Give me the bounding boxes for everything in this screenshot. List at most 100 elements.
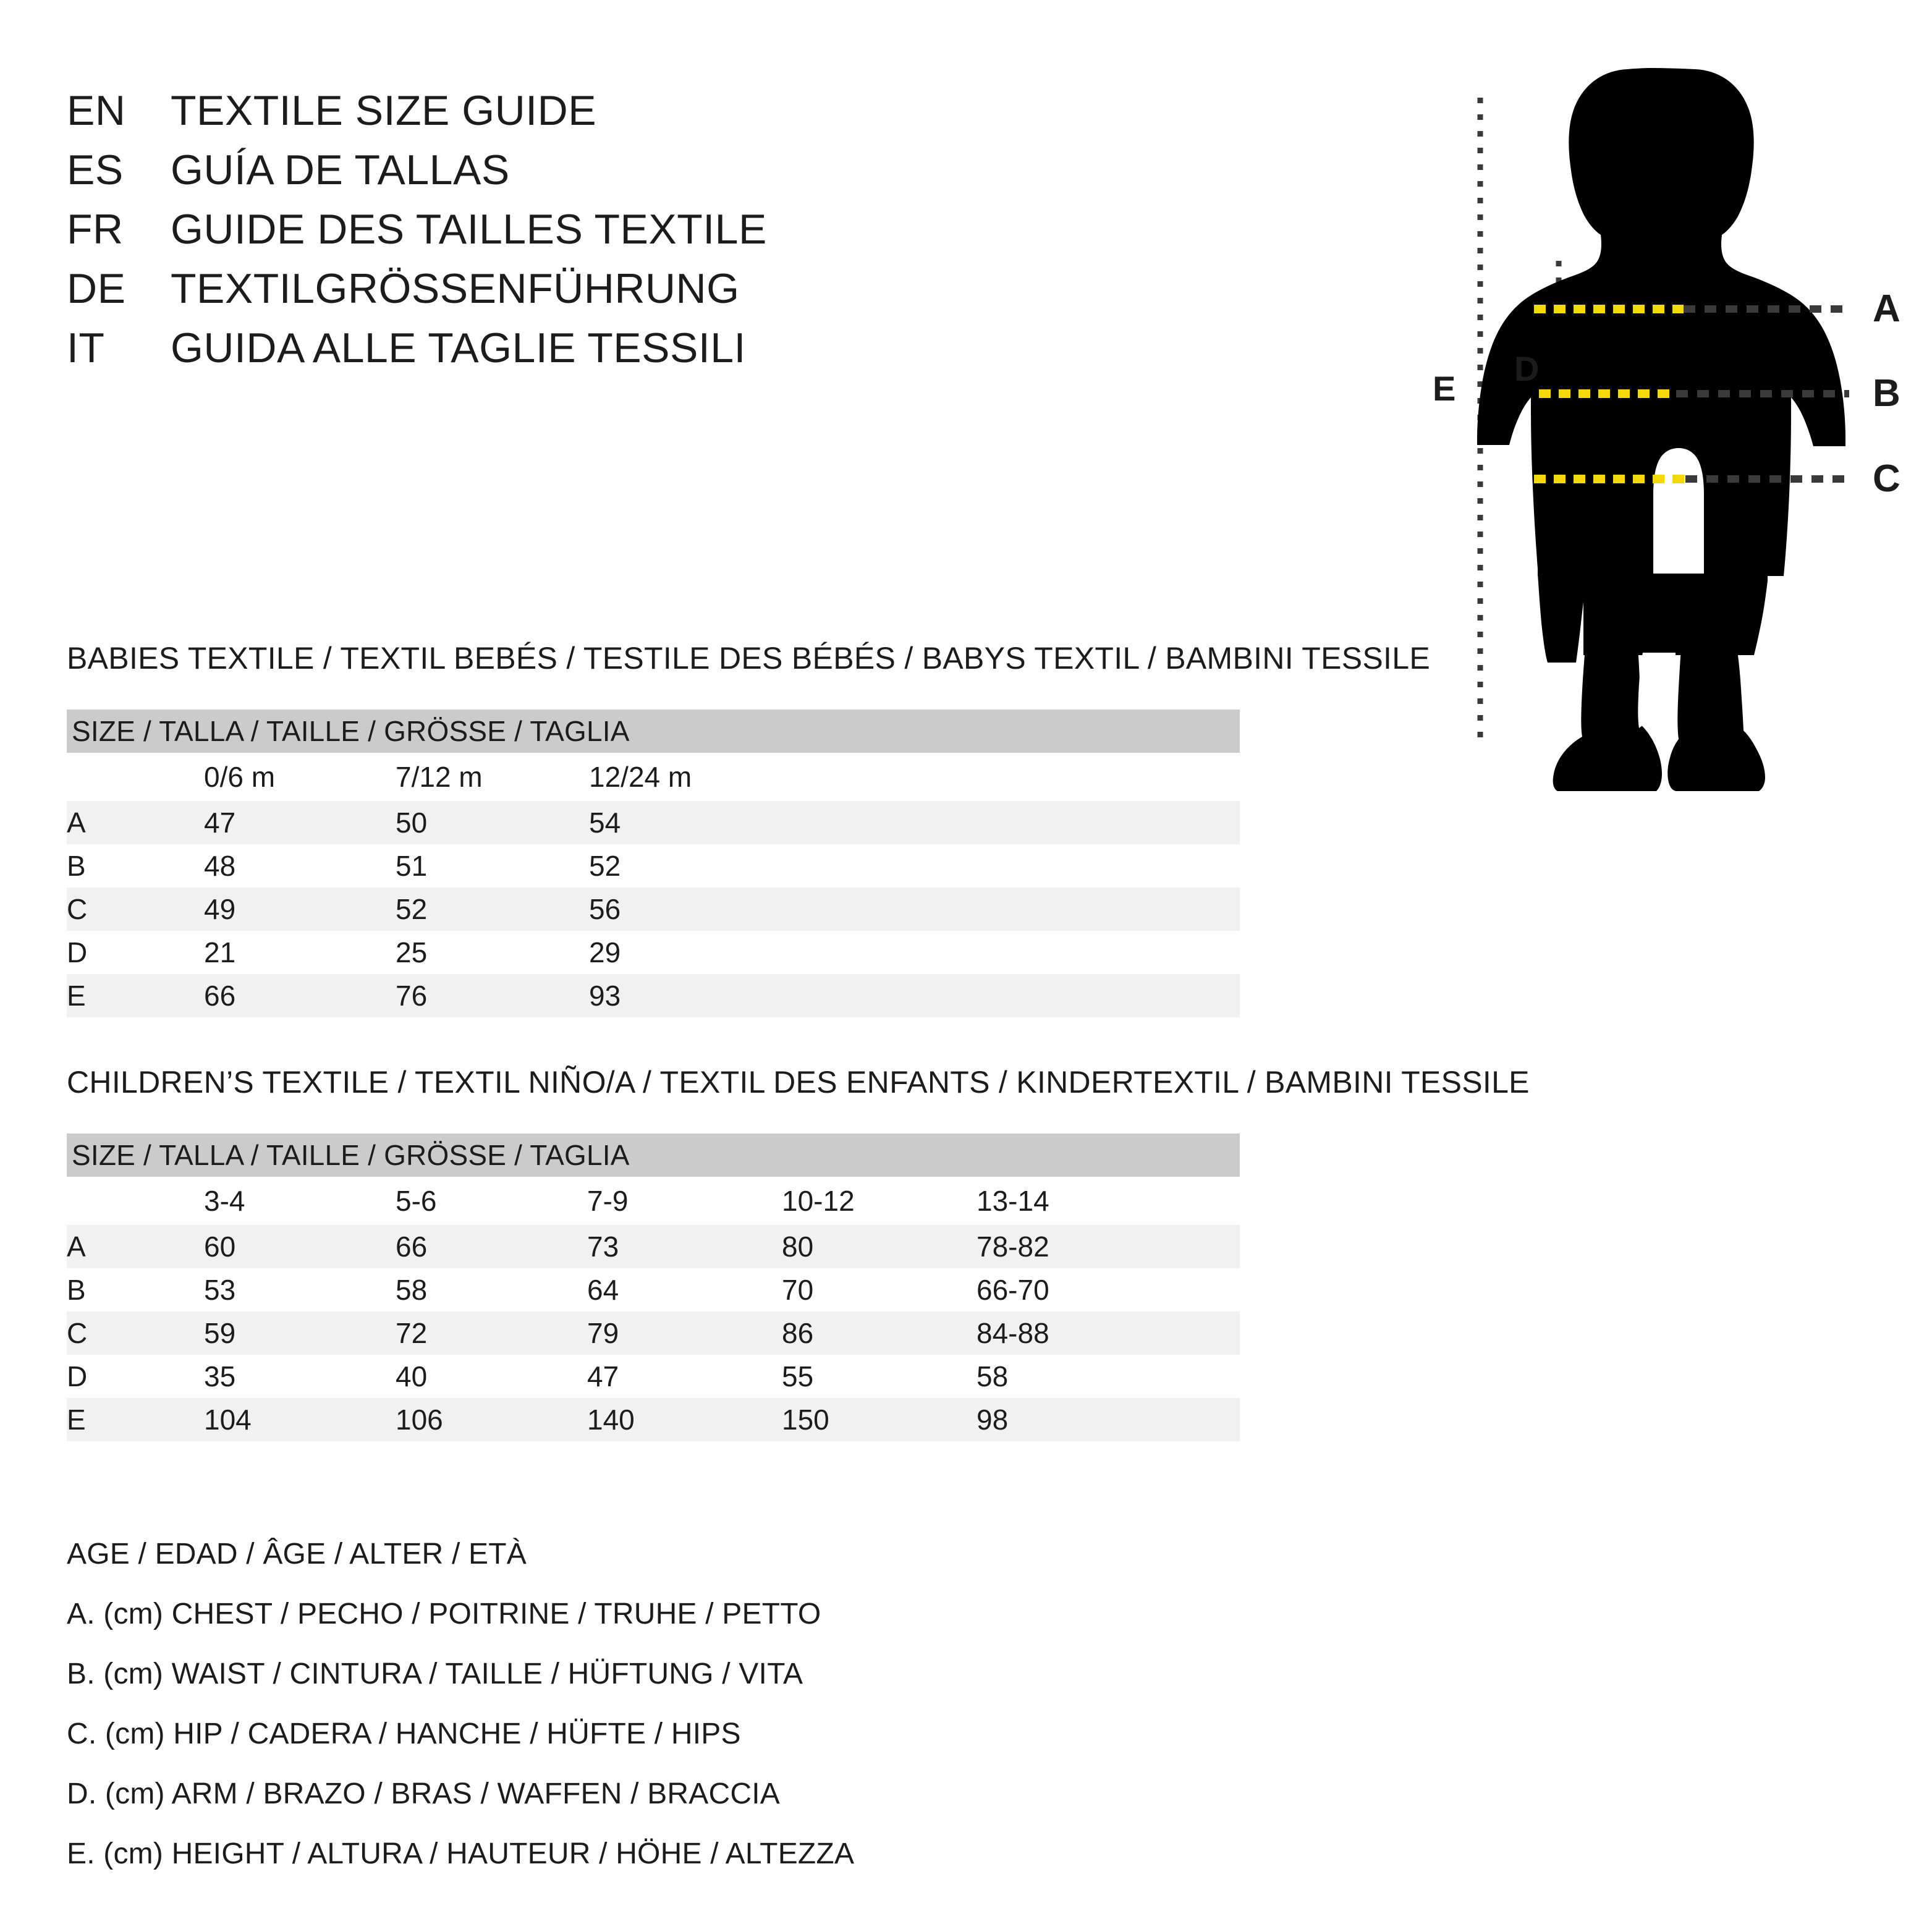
children-column-header-3: 10-12 xyxy=(782,1177,977,1225)
children-corner-cell xyxy=(67,1177,204,1225)
children-section-heading: CHILDREN’S TEXTILE / TEXTIL NIÑO/A / TEX… xyxy=(67,1065,1530,1099)
children-cell-d-4: 58 xyxy=(977,1355,1240,1398)
language-title-it: GUIDA ALLE TAGLIE TESSILI xyxy=(171,324,746,371)
babies-row-label-d: D xyxy=(67,931,204,974)
babies-cell-c-0: 49 xyxy=(204,888,396,931)
legend-title: AGE / EDAD / ÂGE / ALTER / ETÀ xyxy=(67,1538,527,1570)
children-cell-a-4: 78-82 xyxy=(977,1225,1240,1268)
children-cell-b-4: 66-70 xyxy=(977,1268,1240,1311)
children-column-header-1: 5-6 xyxy=(396,1177,587,1225)
table-row: A 60 66 73 80 78-82 xyxy=(67,1225,1240,1268)
table-row: B 53 58 64 70 66-70 xyxy=(67,1268,1240,1311)
babies-cell-a-2: 54 xyxy=(589,801,1240,844)
babies-cell-a-0: 47 xyxy=(204,801,396,844)
language-code-fr: FR xyxy=(67,206,124,253)
children-cell-e-2: 140 xyxy=(587,1398,782,1441)
marker-label-e: E xyxy=(1433,369,1455,408)
babies-cell-b-0: 48 xyxy=(204,844,396,888)
children-cell-b-0: 53 xyxy=(204,1268,396,1311)
language-title-block: EN TEXTILE SIZE GUIDE ES GUÍA DE TALLAS … xyxy=(67,87,1241,383)
children-cell-b-1: 58 xyxy=(396,1268,587,1311)
babies-cell-d-2: 29 xyxy=(589,931,1240,974)
legend-item-e: E. (cm) HEIGHT / ALTURA / HAUTEUR / HÖHE… xyxy=(67,1837,855,1870)
legend-item-c: C. (cm) HIP / CADERA / HANCHE / HÜFTE / … xyxy=(67,1718,741,1750)
child-silhouette-icon xyxy=(1477,68,1845,791)
children-cell-c-4: 84-88 xyxy=(977,1311,1240,1355)
children-column-header-row: 3-4 5-6 7-9 10-12 13-14 xyxy=(67,1177,1240,1225)
language-row-en: EN TEXTILE SIZE GUIDE xyxy=(67,87,1241,146)
children-cell-e-3: 150 xyxy=(782,1398,977,1441)
children-size-table: SIZE / TALLA / TAILLE / GRÖSSE / TAGLIA … xyxy=(67,1133,1240,1441)
babies-column-header-1: 7/12 m xyxy=(396,753,589,801)
children-cell-a-0: 60 xyxy=(204,1225,396,1268)
children-cell-c-1: 72 xyxy=(396,1311,587,1355)
children-cell-d-0: 35 xyxy=(204,1355,396,1398)
babies-column-header-row: 0/6 m 7/12 m 12/24 m xyxy=(67,753,1240,801)
language-title-en: TEXTILE SIZE GUIDE xyxy=(171,87,597,134)
children-cell-d-3: 55 xyxy=(782,1355,977,1398)
table-row: D 21 25 29 xyxy=(67,931,1240,974)
legend-item-d: D. (cm) ARM / BRAZO / BRAS / WAFFEN / BR… xyxy=(67,1777,780,1810)
babies-column-header-2: 12/24 m xyxy=(589,753,1240,801)
babies-cell-e-2: 93 xyxy=(589,974,1240,1017)
children-column-header-0: 3-4 xyxy=(204,1177,396,1225)
babies-cell-d-1: 25 xyxy=(396,931,589,974)
children-cell-c-3: 86 xyxy=(782,1311,977,1355)
children-row-label-b: B xyxy=(67,1268,204,1311)
children-cell-a-3: 80 xyxy=(782,1225,977,1268)
children-row-label-c: C xyxy=(67,1311,204,1355)
children-cell-d-1: 40 xyxy=(396,1355,587,1398)
babies-cell-b-1: 51 xyxy=(396,844,589,888)
children-row-label-d: D xyxy=(67,1355,204,1398)
babies-row-label-a: A xyxy=(67,801,204,844)
language-row-es: ES GUÍA DE TALLAS xyxy=(67,146,1241,205)
babies-size-table: SIZE / TALLA / TAILLE / GRÖSSE / TAGLIA … xyxy=(67,710,1240,1017)
table-row: A 47 50 54 xyxy=(67,801,1240,844)
children-row-label-a: A xyxy=(67,1225,204,1268)
babies-cell-e-1: 76 xyxy=(396,974,589,1017)
language-code-en: EN xyxy=(67,87,126,134)
children-cell-d-2: 47 xyxy=(587,1355,782,1398)
language-title-de: TEXTILGRÖSSENFÜHRUNG xyxy=(171,265,740,312)
babies-section-heading: BABIES TEXTILE / TEXTIL BEBÉS / TESTILE … xyxy=(67,641,1430,676)
language-row-it: IT GUIDA ALLE TAGLIE TESSILI xyxy=(67,324,1241,383)
children-cell-b-3: 70 xyxy=(782,1268,977,1311)
babies-row-label-e: E xyxy=(67,974,204,1017)
language-row-fr: FR GUIDE DES TAILLES TEXTILE xyxy=(67,205,1241,265)
babies-row-label-c: C xyxy=(67,888,204,931)
language-code-it: IT xyxy=(67,324,105,371)
babies-cell-c-1: 52 xyxy=(396,888,589,931)
marker-label-a: A xyxy=(1873,287,1900,330)
table-row: E 104 106 140 150 98 xyxy=(67,1398,1240,1441)
children-cell-c-0: 59 xyxy=(204,1311,396,1355)
children-row-label-e: E xyxy=(67,1398,204,1441)
measurement-figure-diagram: A B C D E xyxy=(1391,62,1932,791)
children-cell-c-2: 79 xyxy=(587,1311,782,1355)
language-code-es: ES xyxy=(67,146,124,193)
measurement-legend: AGE / EDAD / ÂGE / ALTER / ETÀ A. (cm) C… xyxy=(67,1524,1241,1884)
table-row: E 66 76 93 xyxy=(67,974,1240,1017)
legend-item-b: B. (cm) WAIST / CINTURA / TAILLE / HÜFTU… xyxy=(67,1658,803,1690)
children-cell-e-1: 106 xyxy=(396,1398,587,1441)
children-size-header-label: SIZE / TALLA / TAILLE / GRÖSSE / TAGLIA xyxy=(72,1139,630,1171)
children-column-header-2: 7-9 xyxy=(587,1177,782,1225)
babies-size-header-label: SIZE / TALLA / TAILLE / GRÖSSE / TAGLIA xyxy=(72,715,630,747)
babies-row-label-b: B xyxy=(67,844,204,888)
babies-cell-c-2: 56 xyxy=(589,888,1240,931)
children-table-header-bar: SIZE / TALLA / TAILLE / GRÖSSE / TAGLIA xyxy=(67,1133,1240,1177)
babies-column-header-0: 0/6 m xyxy=(204,753,396,801)
children-cell-b-2: 64 xyxy=(587,1268,782,1311)
table-row: D 35 40 47 55 58 xyxy=(67,1355,1240,1398)
babies-cell-b-2: 52 xyxy=(589,844,1240,888)
children-cell-e-4: 98 xyxy=(977,1398,1240,1441)
babies-cell-a-1: 50 xyxy=(396,801,589,844)
language-title-fr: GUIDE DES TAILLES TEXTILE xyxy=(171,206,767,253)
babies-table: 0/6 m 7/12 m 12/24 m A 47 50 54 B 48 51 … xyxy=(67,753,1240,1017)
babies-cell-e-0: 66 xyxy=(204,974,396,1017)
children-cell-a-1: 66 xyxy=(396,1225,587,1268)
language-row-de: DE TEXTILGRÖSSENFÜHRUNG xyxy=(67,265,1241,324)
children-cell-a-2: 73 xyxy=(587,1225,782,1268)
marker-label-d: D xyxy=(1514,349,1539,388)
language-title-es: GUÍA DE TALLAS xyxy=(171,146,510,193)
